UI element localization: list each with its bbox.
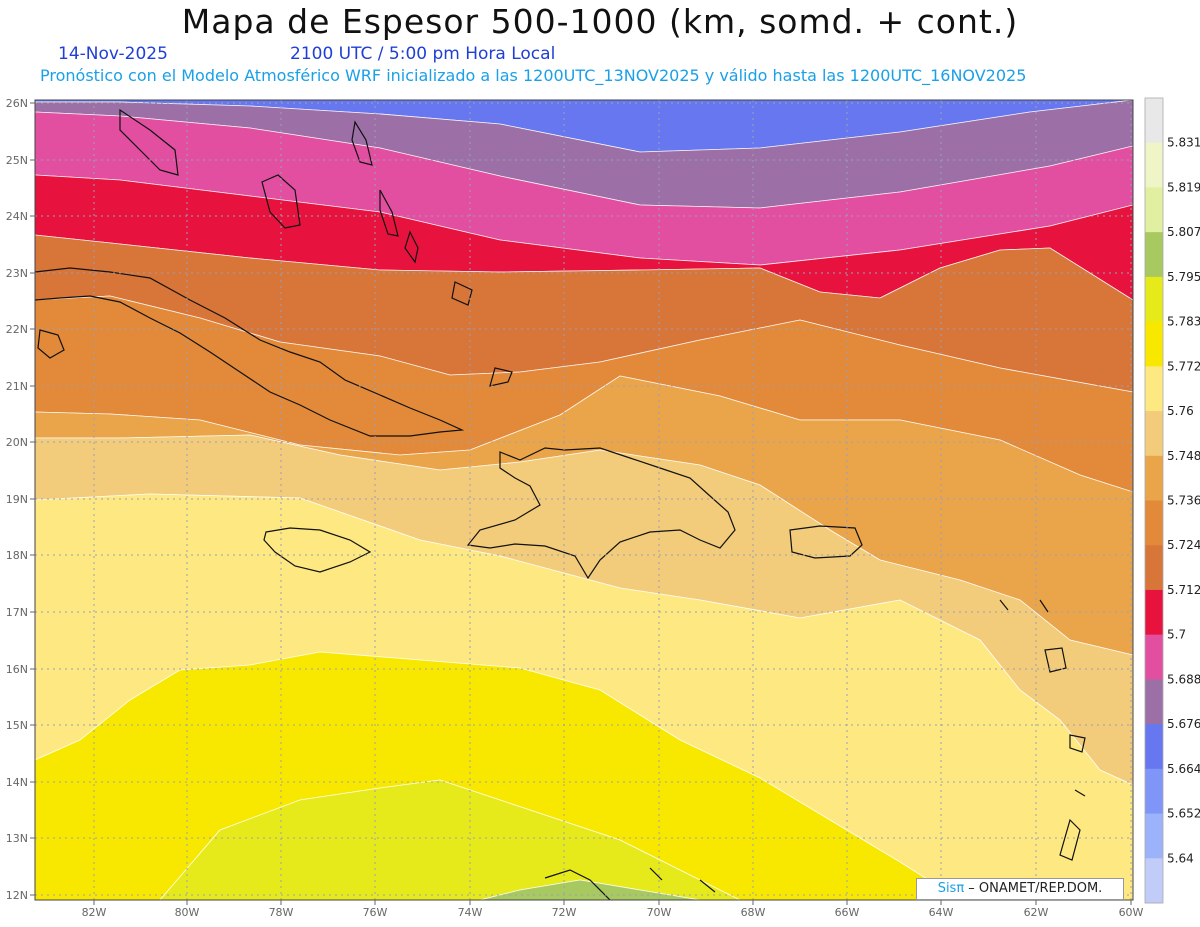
latitude-labels: 26N 25N 24N 23N 22N 21N 20N 19N 18N 17N 16N 15N 14N 1… [6, 97, 35, 902]
colorbar-label: 5.76 [1167, 404, 1194, 418]
caicos-coast [489, 367, 513, 387]
longitude-label: 68W [741, 906, 766, 919]
longitude-label: 74W [458, 906, 483, 919]
colorbar-segment [1145, 411, 1163, 457]
colorbar-segment [1145, 724, 1163, 770]
latitude-label: 22N [6, 323, 28, 336]
plot-frame [34, 99, 1134, 901]
bahamas-eleuthera-coast [379, 189, 399, 237]
latitude-label: 26N [6, 97, 28, 110]
colorbar-segment [1145, 142, 1163, 188]
colorbar-label: 5.64 [1167, 851, 1194, 865]
puerto-rico-coast [789, 525, 863, 559]
colorbar-label: 5.831 [1167, 136, 1200, 150]
model-subtitle: Pronóstico con el Modelo Atmosférico WRF… [40, 66, 1027, 85]
coastlines [35, 108, 1086, 900]
florida-keys-coast [119, 108, 179, 176]
colorbar-segment [1145, 276, 1163, 323]
colorbar-segment [1145, 768, 1163, 815]
thickness-bands [35, 100, 1133, 900]
colorbar-label: 5.664 [1167, 762, 1200, 776]
bahamas-inagua-coast [451, 281, 473, 306]
colorbar-segment [1145, 634, 1163, 680]
bahamas-exuma-coast [404, 230, 419, 264]
colorbar-label: 5.772 [1167, 359, 1200, 373]
lesser-antilles-coast [999, 599, 1086, 861]
latitude-label: 25N [6, 154, 28, 167]
colorbar-label: 5.795 [1167, 270, 1200, 284]
latitude-label: 18N [6, 549, 28, 562]
colorbar-segment [1145, 500, 1163, 546]
latitude-label: 14N [6, 776, 28, 789]
longitude-label: 72W [552, 906, 577, 919]
colorbar-label: 5.819 [1167, 180, 1200, 194]
latitude-label: 21N [6, 380, 28, 393]
colorbar-label: 5.783 [1167, 315, 1200, 329]
hispaniola-coast [466, 447, 736, 580]
credit-box: Sisπ – ONAMET/REP.DOM. [916, 878, 1124, 900]
latitude-label: 16N [6, 663, 28, 676]
colorbar-segment [1145, 589, 1163, 636]
cuba-coast [35, 267, 465, 437]
colorbar-segment [1145, 232, 1163, 278]
colorbar-segment [1145, 98, 1163, 144]
bahamas-abaco-coast [351, 120, 373, 166]
forecast-date: 14-Nov-2025 [58, 44, 168, 64]
latitude-label: 13N [6, 832, 28, 845]
longitude-labels: 82W 80W 78W 76W 74W 72W 70W 68W 66W 64W 62W 60W [82, 900, 1144, 919]
colorbar-segment [1145, 858, 1163, 904]
isla-juventud-coast [37, 329, 65, 359]
longitude-label: 82W [82, 906, 107, 919]
colorbar-label: 5.688 [1167, 672, 1200, 686]
colorbar-segment [1145, 545, 1163, 591]
longitude-label: 78W [269, 906, 294, 919]
colorbar-segment [1145, 187, 1163, 233]
longitude-label: 62W [1024, 906, 1049, 919]
colorbar-label: 5.807 [1167, 225, 1200, 239]
colorbar: 5.831 5.819 5.807 5.795 5.783 5.772 5.76 5.748 5… [1144, 97, 1200, 904]
colorbar-label: 5.724 [1167, 538, 1200, 552]
colorbar-segment [1145, 366, 1163, 412]
longitude-label: 64W [929, 906, 954, 919]
thickness-band [35, 879, 1133, 900]
jamaica-coast [263, 527, 372, 573]
colorbar-segment [1145, 813, 1163, 859]
longitude-label: 60W [1119, 906, 1144, 919]
latitude-label: 20N [6, 436, 28, 449]
latitude-label: 12N [6, 889, 28, 902]
lat-lon-grid [35, 100, 1133, 900]
longitude-label: 70W [647, 906, 672, 919]
map-title: Mapa de Espesor 500-1000 (km, somd. + co… [181, 2, 1019, 41]
forecast-time: 2100 UTC / 5:00 pm Hora Local [290, 44, 556, 64]
longitude-label: 76W [363, 906, 388, 919]
colorbar-label: 5.7 [1167, 628, 1186, 642]
credit-text: – ONAMET/REP.DOM. [964, 881, 1103, 896]
colorbar-label: 5.748 [1167, 449, 1200, 463]
colorbar-label: 5.712 [1167, 583, 1200, 597]
longitude-label: 80W [175, 906, 200, 919]
sispi-logo: Sisπ [937, 881, 965, 896]
southern-coast [544, 867, 716, 900]
colorbar-segment [1145, 679, 1163, 725]
colorbar-segment [1145, 321, 1163, 367]
longitude-label: 66W [835, 906, 860, 919]
latitude-label: 15N [6, 719, 28, 732]
latitude-label: 24N [6, 210, 28, 223]
latitude-label: 17N [6, 606, 28, 619]
bahamas-andros-coast [261, 174, 301, 229]
colorbar-label: 5.676 [1167, 717, 1200, 731]
colorbar-label: 5.736 [1167, 494, 1200, 508]
latitude-label: 23N [6, 267, 28, 280]
colorbar-label: 5.652 [1167, 807, 1200, 821]
colorbar-segment [1145, 455, 1163, 501]
latitude-label: 19N [6, 493, 28, 506]
